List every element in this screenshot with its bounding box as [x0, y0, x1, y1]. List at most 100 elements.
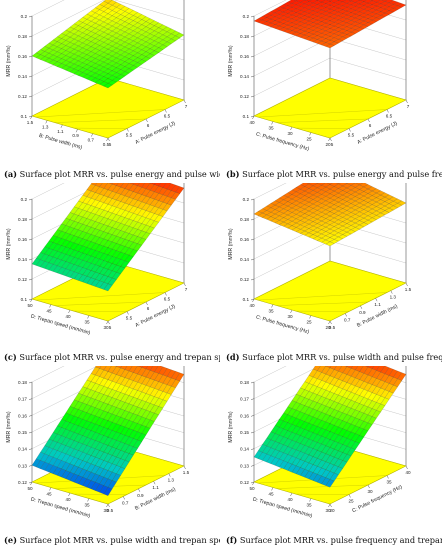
- z-tick-0: [250, 481, 255, 484]
- z-tick-label-5: 0.17: [18, 397, 27, 402]
- z-tick-label-2: 0.14: [18, 447, 27, 452]
- panel-c: 0.1 0.12 0.14 0.16 0.18 0.2 MRR (mm³/s) 5 5.5 6 6.…: [0, 183, 222, 366]
- caption-c-text: Surface plot MRR vs. pulse energy and tr…: [19, 352, 220, 362]
- x-tick-label-5: 1.5: [183, 470, 190, 475]
- z-tick-5: [250, 15, 255, 18]
- x-tick-label-3: 35: [386, 480, 392, 485]
- x-tick-label-1: 0.7: [344, 317, 351, 322]
- y-tick-2: [290, 309, 293, 314]
- x-tick-label-1: 0.7: [122, 500, 129, 505]
- caption-a-text: Surface plot MRR vs. pulse energy and pu…: [19, 169, 220, 179]
- y-tick-3: [60, 124, 63, 128]
- x-tick-label-0: 5: [109, 142, 112, 147]
- z-tick-label-3: 0.16: [240, 54, 249, 59]
- x-tick-label-1: 5.5: [126, 133, 133, 138]
- z-tick-label-5: 0.2: [21, 197, 28, 202]
- y-tick-label-1: 0.7: [88, 138, 95, 143]
- floor-contour-3: [257, 292, 388, 301]
- z-tick-label-6: 0.18: [240, 380, 249, 385]
- floor-contour-3: [257, 109, 388, 118]
- z-tick-label-3: 0.16: [18, 237, 27, 242]
- y-tick-label-1: 35: [84, 320, 90, 325]
- floor-contour-2: [276, 484, 369, 489]
- z-gridline-5: [31, 0, 184, 17]
- z-axis-label: MRR (mm³/s): [6, 45, 12, 76]
- y-tick-5: [30, 115, 33, 120]
- x-tick-label-2: 6: [369, 123, 372, 128]
- y-tick-label-2: 40: [65, 497, 71, 502]
- x-axis-label: A: Pulse energy (J): [134, 121, 176, 146]
- x-tick-0: [107, 320, 110, 325]
- y-tick-label-4: 50: [249, 486, 255, 491]
- x-tick-label-0: 0.5: [107, 508, 114, 513]
- z-tick-label-5: 0.2: [243, 14, 250, 19]
- floor-contour-3: [35, 109, 166, 118]
- y-tick-label-2: 0.9: [72, 133, 79, 138]
- z-tick-2: [250, 448, 255, 450]
- floor-contour-2: [276, 301, 369, 306]
- y-tick-label-0: 30: [103, 325, 109, 330]
- x-tick-0: [107, 503, 110, 508]
- z-tick-label-4: 0.18: [240, 217, 249, 222]
- surface-cell-0-0: [325, 479, 335, 488]
- y-tick-3: [49, 304, 52, 308]
- y-tick-1: [309, 132, 312, 136]
- x-tick-0: [329, 137, 332, 142]
- z-tick-label-0: 0.12: [18, 480, 27, 485]
- z-tick-1: [28, 95, 33, 98]
- surface-plot-c: 0.1 0.12 0.14 0.16 0.18 0.2 MRR (mm³/s) 5 5.5 6 6.…: [6, 183, 188, 336]
- z-tick-label-3: 0.16: [18, 54, 27, 59]
- y-axis-label: D: Trepan speed (mm/min): [252, 497, 313, 520]
- z-tick-2: [28, 75, 33, 78]
- surface-cell-0-0: [325, 43, 335, 49]
- z-gridline-6: [31, 366, 184, 383]
- y-tick-label-3: 1.1: [57, 129, 64, 134]
- panel-a: 0.1 0.12 0.14 0.16 0.18 0.2 MRR (mm³/s) 5 5.5 6 6.…: [0, 0, 222, 183]
- y-tick-label-1: 25: [306, 320, 312, 325]
- x-tick-3: [386, 475, 389, 479]
- z-tick-3: [250, 55, 255, 58]
- x-tick-label-0: 0.5: [329, 325, 336, 330]
- y-tick-3: [271, 304, 274, 308]
- y-tick-label-2: 40: [287, 497, 293, 502]
- caption-f: (f) Surface plot MRR vs. pulse frequency…: [226, 535, 442, 545]
- y-tick-4: [252, 481, 255, 486]
- caption-b-text: Surface plot MRR vs. pulse energy and pu…: [242, 169, 442, 179]
- y-tick-label-3: 35: [268, 126, 274, 131]
- y-tick-label-3: 45: [268, 492, 274, 497]
- x-tick-label-2: 6: [147, 123, 150, 128]
- z-tick-label-1: 0.12: [18, 277, 27, 282]
- x-tick-1: [126, 128, 129, 132]
- z-tick-label-0: 0.1: [21, 114, 28, 119]
- x-tick-label-2: 0.9: [137, 493, 144, 498]
- caption-c: (c) Surface plot MRR vs. pulse energy an…: [4, 352, 220, 362]
- caption-e: (e) Surface plot MRR vs. pulse width and…: [4, 535, 220, 545]
- surface-plot-a: 0.1 0.12 0.14 0.16 0.18 0.2 MRR (mm³/s) 5 5.5 6 6.…: [6, 0, 188, 151]
- z-tick-1: [28, 465, 33, 467]
- z-tick-6: [250, 381, 255, 384]
- z-tick-label-2: 0.14: [18, 74, 27, 79]
- z-axis-label: MRR (mm³/s): [228, 411, 234, 442]
- z-tick-0: [28, 481, 33, 484]
- z-gridline-5: [253, 183, 406, 200]
- caption-f-label: (f): [226, 535, 238, 545]
- x-tick-2: [145, 118, 148, 123]
- x-tick-label-0: 5: [109, 325, 112, 330]
- x-tick-label-0: 20: [329, 508, 335, 513]
- x-tick-5: [405, 282, 408, 287]
- floor-contour-2: [54, 301, 147, 306]
- y-tick-2: [290, 492, 293, 497]
- surface-plot-e: 0.12 0.13 0.14 0.15 0.16 0.17 0.18 MRR (mm³/s) 0…: [6, 366, 190, 519]
- z-tick-label-0: 0.1: [21, 297, 28, 302]
- z-axis-label: MRR (mm³/s): [6, 228, 12, 259]
- x-tick-label-4: 1.3: [168, 478, 175, 483]
- z-tick-label-1: 0.12: [18, 94, 27, 99]
- caption-f-text: Surface plot MRR vs. pulse frequency and…: [239, 535, 442, 545]
- z-tick-3: [250, 238, 255, 241]
- y-tick-1: [87, 315, 90, 319]
- y-tick-0: [106, 320, 109, 325]
- y-axis-label: C: Pulse frequency (Hz): [255, 131, 310, 152]
- y-tick-0: [328, 320, 331, 325]
- z-tick-4: [250, 35, 255, 38]
- y-tick-label-4: 50: [27, 303, 33, 308]
